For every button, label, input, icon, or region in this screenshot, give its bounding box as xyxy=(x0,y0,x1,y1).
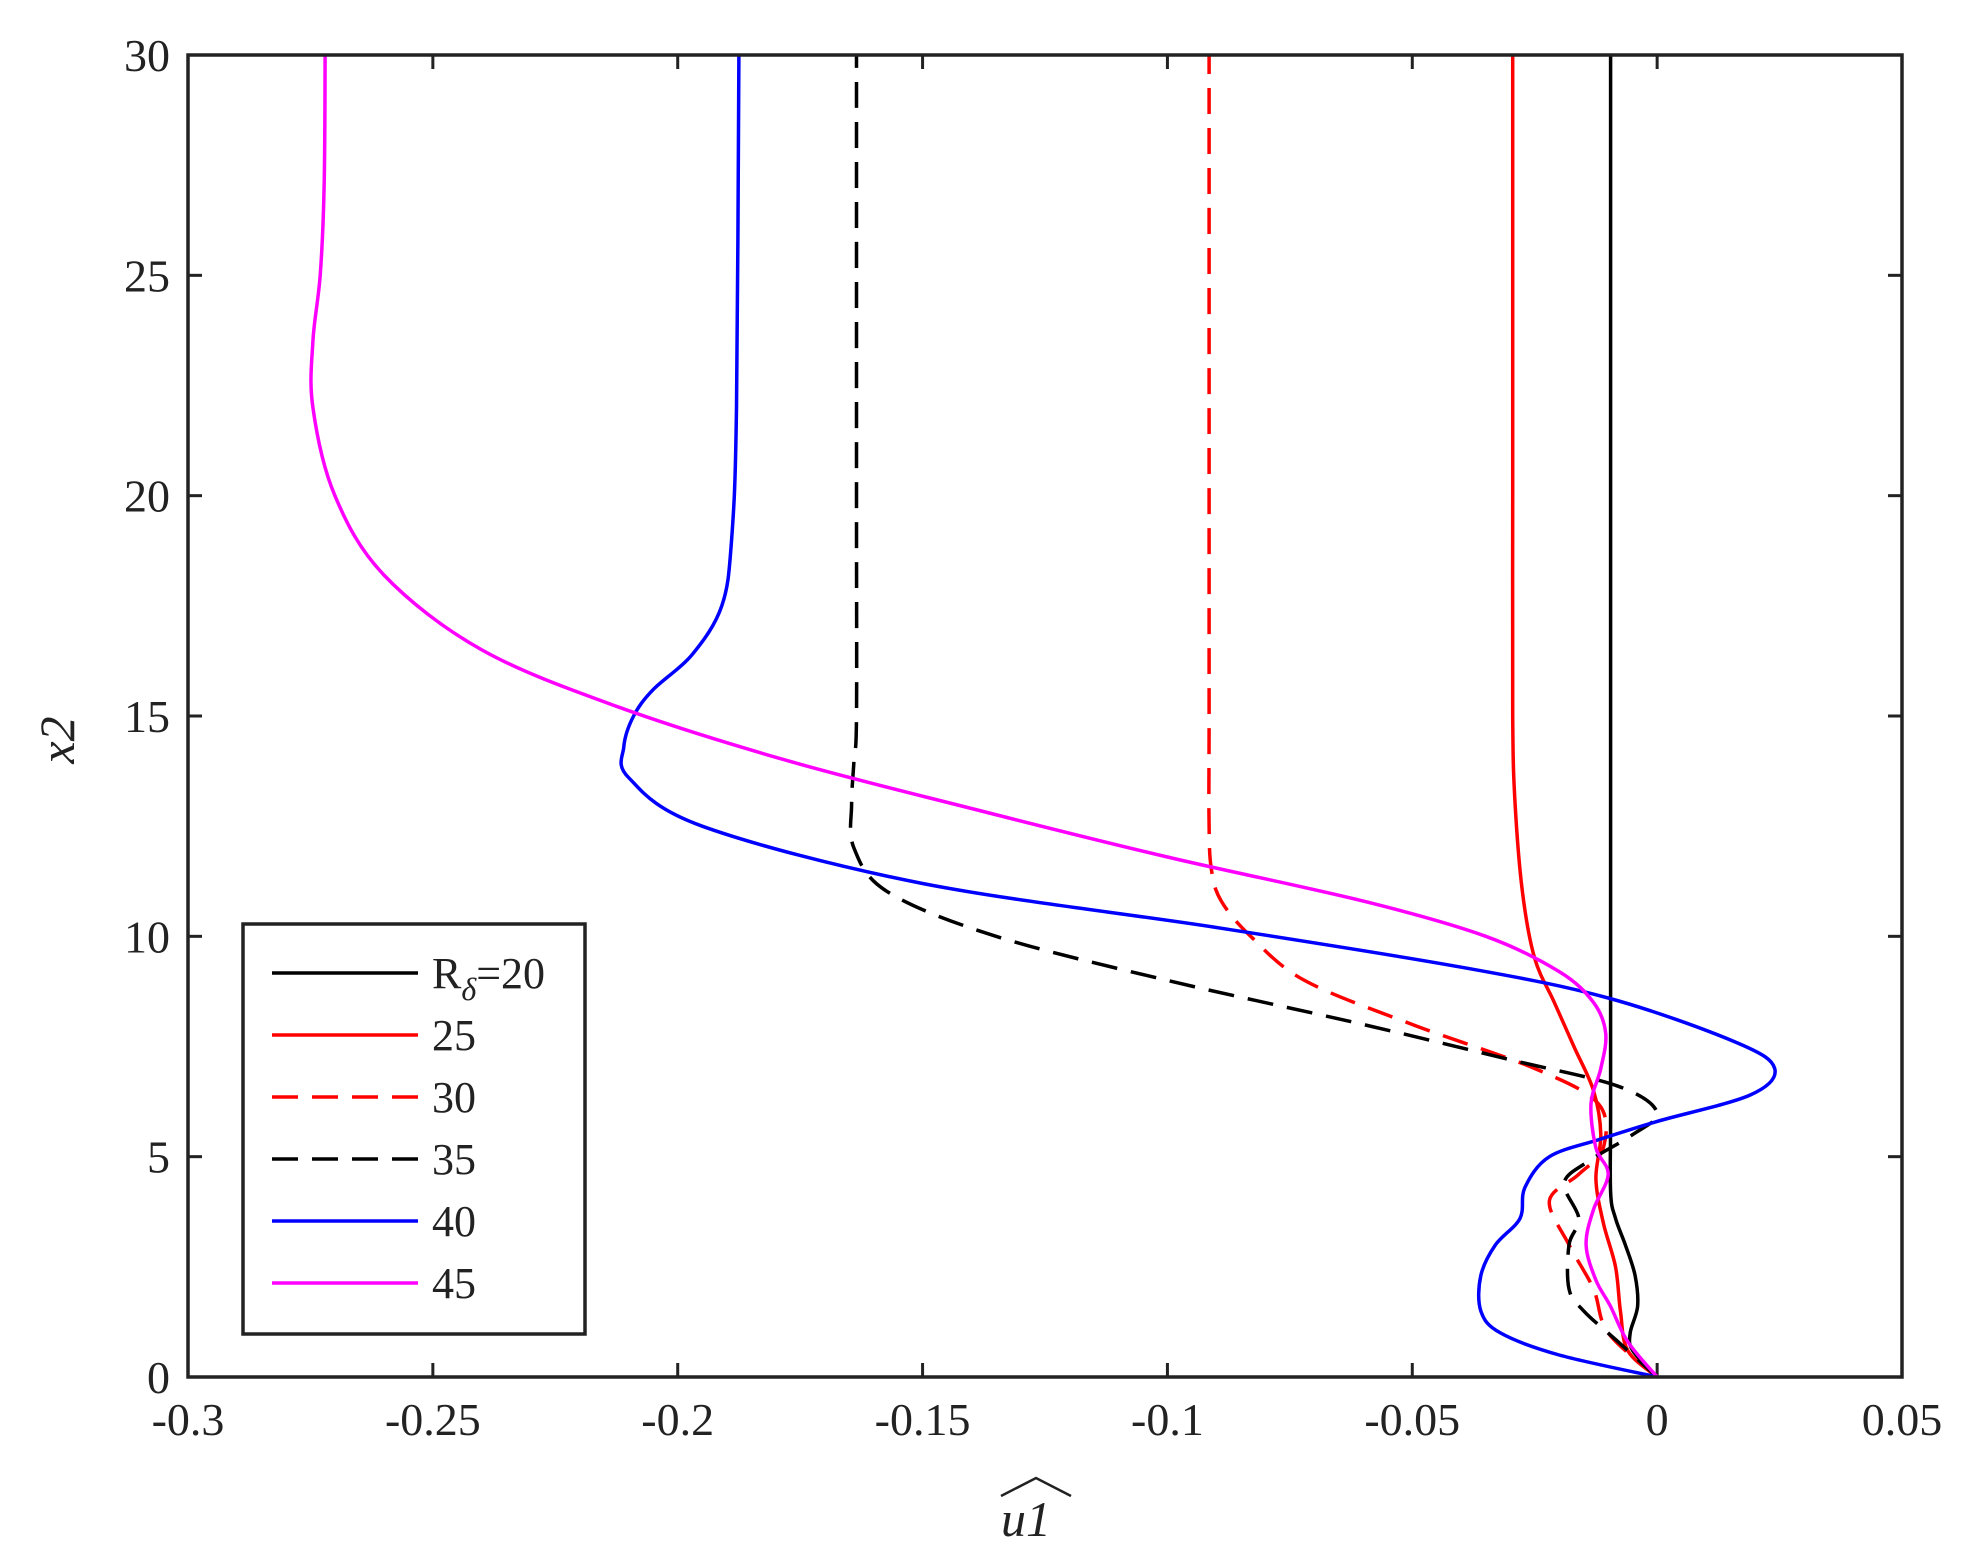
x-tick-label: -0.15 xyxy=(875,1394,971,1445)
x-tick-label: -0.25 xyxy=(385,1394,481,1445)
y-tick-label: 30 xyxy=(124,30,170,81)
series-line-3 xyxy=(848,55,1659,1379)
legend-label-4: 40 xyxy=(432,1197,476,1246)
y-tick-label: 25 xyxy=(124,250,170,301)
series-line-2 xyxy=(1207,55,1659,1379)
series-line-0 xyxy=(1608,55,1659,1379)
x-tick-label: -0.3 xyxy=(152,1394,225,1445)
y-tick-label: 20 xyxy=(124,471,170,522)
y-tick-label: 15 xyxy=(124,691,170,742)
plot-frame xyxy=(186,53,1904,1379)
y-tick-label: 0 xyxy=(147,1352,170,1403)
x-axis-title-text: u1 xyxy=(1001,1491,1051,1547)
x-tick-label: 0 xyxy=(1646,1394,1669,1445)
legend-label-2: 30 xyxy=(432,1073,476,1122)
x-axis-title: u1 xyxy=(1000,1476,1072,1547)
y-axis-title: x2 xyxy=(29,716,85,764)
legend-box xyxy=(241,922,587,1336)
x-tick-label: -0.1 xyxy=(1131,1394,1204,1445)
series-line-5 xyxy=(309,54,1659,1379)
legend-label-5: 45 xyxy=(432,1259,476,1308)
y-tick-label: 5 xyxy=(147,1132,170,1183)
x-axis-title-hat xyxy=(1000,1476,1072,1498)
x-tick-label: -0.05 xyxy=(1364,1394,1460,1445)
legend-label-3: 35 xyxy=(432,1135,476,1184)
x-tick-label: 0.05 xyxy=(1862,1394,1943,1445)
legend-label-1: 25 xyxy=(432,1011,476,1060)
x-tick-label: -0.2 xyxy=(641,1394,714,1445)
series-line-4 xyxy=(619,54,1777,1379)
series-line-1 xyxy=(1510,55,1659,1379)
legend-label-0: Rδ=20 xyxy=(432,949,545,1007)
y-tick-label: 10 xyxy=(124,911,170,962)
